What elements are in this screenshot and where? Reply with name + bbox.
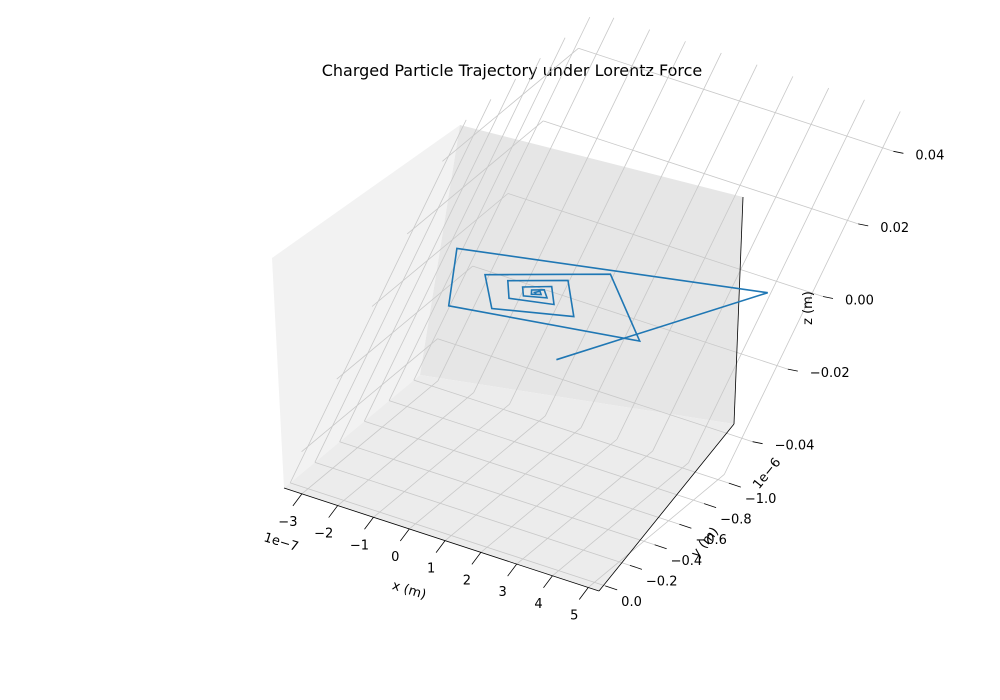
x-tick-label: 0: [391, 550, 399, 565]
x-tick: [578, 587, 589, 600]
x-tick: [543, 575, 553, 589]
z-tick-label: 0.04: [915, 148, 944, 163]
y-tick-label: −1.0: [745, 492, 777, 507]
x-tick-label: 3: [499, 585, 507, 600]
z-tick-label: −0.02: [810, 366, 850, 381]
x-gridline-floor: [480, 439, 618, 553]
y-tick-label: −0.8: [720, 513, 752, 528]
x-gridline-floor: [552, 462, 689, 577]
x-tick-label: 4: [534, 597, 542, 612]
y-gridline-floor: [364, 420, 680, 525]
x-tick: [328, 505, 339, 518]
x-gridline-floor: [301, 380, 439, 495]
trajectory-line: [447, 247, 768, 361]
z-gridline-left: [301, 338, 438, 453]
z-gridline-left: [406, 120, 544, 235]
z-tick-label: 0.00: [845, 294, 874, 309]
y-axis-line: [598, 423, 735, 592]
x-gridline-floor: [373, 403, 510, 518]
x-tick-label: −1: [350, 538, 369, 553]
y-gridline-floor: [290, 482, 606, 587]
x-gridline-floor: [588, 474, 725, 588]
y-gridline-floor: [413, 379, 729, 484]
y-gridline-floor: [339, 441, 655, 546]
z-gridline-back: [578, 47, 894, 152]
y-tick: [605, 585, 618, 591]
z-gridline-left: [336, 265, 474, 380]
x-tick-label: 5: [570, 608, 578, 623]
z-tick: [752, 441, 763, 445]
y-tick-label: −0.2: [646, 574, 678, 589]
x-tick-label: −3: [278, 515, 297, 530]
x-axis-label: x (m): [390, 578, 428, 602]
x-tick: [471, 552, 482, 565]
y-gridline-floor: [314, 461, 631, 566]
x-gridline-floor: [337, 392, 474, 506]
pane-left: [272, 125, 460, 488]
y-tick-label: −0.4: [671, 554, 703, 569]
z-tick-label: −0.04: [775, 439, 815, 454]
x-tick-label: 2: [463, 573, 471, 588]
z-tick-label: 0.02: [880, 221, 909, 236]
z-tick: [787, 368, 798, 372]
chart-title: Charged Particle Trajectory under Lorent…: [322, 61, 703, 80]
x-tick-label: −2: [314, 527, 333, 542]
z-axis-line: [733, 196, 744, 425]
y-tick-label: 0.0: [621, 595, 642, 610]
grid-lines: [289, 16, 901, 588]
z-tick: [858, 223, 869, 227]
y-offset-label: 1e−6: [750, 455, 784, 492]
y-tick: [679, 523, 692, 529]
y-tick-label: −0.6: [695, 533, 727, 548]
x-tick: [435, 540, 446, 553]
z-gridline-left: [371, 193, 509, 307]
y-tick: [703, 503, 717, 509]
x-offset-label: 1e−7: [262, 530, 300, 555]
x-gridline-floor: [516, 450, 653, 565]
x-tick: [292, 493, 303, 507]
ticks: −3 −2 −1 0 1 2 3 4 5 0.0 −0.2 −0.4 −0.6 −0.8 −1.0 0.04 0…: [278, 148, 944, 623]
y-tick: [728, 482, 741, 488]
z-gridline-left: [442, 47, 579, 162]
z-gridline-back: [543, 120, 859, 225]
z-gridline-back: [507, 193, 824, 297]
x-tick-label: 1: [427, 562, 435, 577]
z-tick: [893, 150, 904, 154]
x-tick: [507, 563, 517, 577]
z-tick: [822, 296, 834, 299]
x-tick: [399, 528, 410, 542]
z-gridline-back: [472, 265, 788, 370]
z-axis-label: z (m): [801, 291, 816, 325]
x-axis-line: [283, 487, 600, 592]
x-gridline-floor: [409, 415, 546, 530]
x-gridline-floor: [444, 427, 582, 541]
y-gridline-floor: [388, 400, 705, 505]
z-gridline-back: [437, 338, 753, 443]
y-tick: [629, 564, 643, 570]
x-tick: [364, 517, 374, 530]
y-tick: [654, 544, 667, 550]
